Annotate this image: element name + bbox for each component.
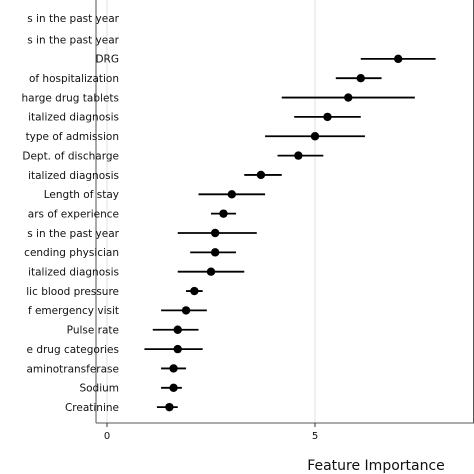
data-point — [165, 402, 174, 412]
y-tick-label: ars of experience — [28, 208, 119, 220]
y-tick-label: s in the past year — [27, 34, 119, 46]
x-ticks: 051015 — [104, 423, 318, 442]
y-tick-label-partial: s in the past year — [27, 13, 119, 25]
data-point — [210, 248, 220, 257]
data-point — [394, 54, 403, 64]
y-tick-label: harge drug tablets — [21, 92, 119, 104]
y-tick-label: italized diagnosis — [28, 170, 119, 182]
data-point — [227, 190, 236, 199]
y-tick-label: Length of stay — [44, 189, 119, 201]
data-point — [344, 93, 353, 102]
y-tick-label: DRG — [95, 54, 119, 66]
y-tick-label: type of admission — [26, 131, 119, 143]
y-tick-label: italized diagnosis — [28, 112, 119, 124]
y-tick-label: f emergency visit — [28, 305, 119, 317]
y-tick-label: lic blood pressure — [26, 286, 119, 298]
y-tick-label: Sodium — [79, 383, 119, 395]
x-axis-title: Feature Importance — [307, 458, 445, 474]
data-point — [190, 286, 199, 296]
data-point — [173, 344, 182, 354]
data-point — [219, 209, 228, 218]
y-tick-label: Creatinine — [65, 402, 119, 414]
y-tick-label: s in the past year — [27, 228, 119, 240]
data-point — [294, 151, 303, 160]
y-tick-label: of hospitalization — [29, 73, 119, 85]
y-tick-label: italized diagnosis — [28, 267, 119, 279]
y-tick-label: aminotransferase — [27, 363, 120, 375]
data-point — [323, 112, 332, 122]
grid-lines — [106, 0, 316, 423]
y-tick-label: Pulse rate — [67, 325, 119, 337]
y-tick-label: cending physician — [24, 247, 119, 259]
data-point — [210, 228, 220, 238]
data-series — [144, 54, 436, 412]
data-point — [310, 132, 320, 141]
plot-frame — [95, 0, 474, 424]
data-point — [206, 267, 216, 276]
y-tick-label: Dept. of discharge — [22, 150, 119, 162]
x-tick-label: 5 — [312, 431, 318, 442]
y-tick-labels: s in the past year s in the past year DRG o… — [21, 13, 119, 414]
data-point — [356, 74, 365, 83]
x-tick-label: 0 — [104, 431, 110, 442]
data-point — [173, 325, 182, 334]
y-tick-label: e drug categories — [27, 344, 119, 356]
data-point — [169, 383, 178, 392]
data-point — [169, 364, 178, 373]
data-point — [256, 170, 266, 180]
data-point — [181, 306, 191, 315]
